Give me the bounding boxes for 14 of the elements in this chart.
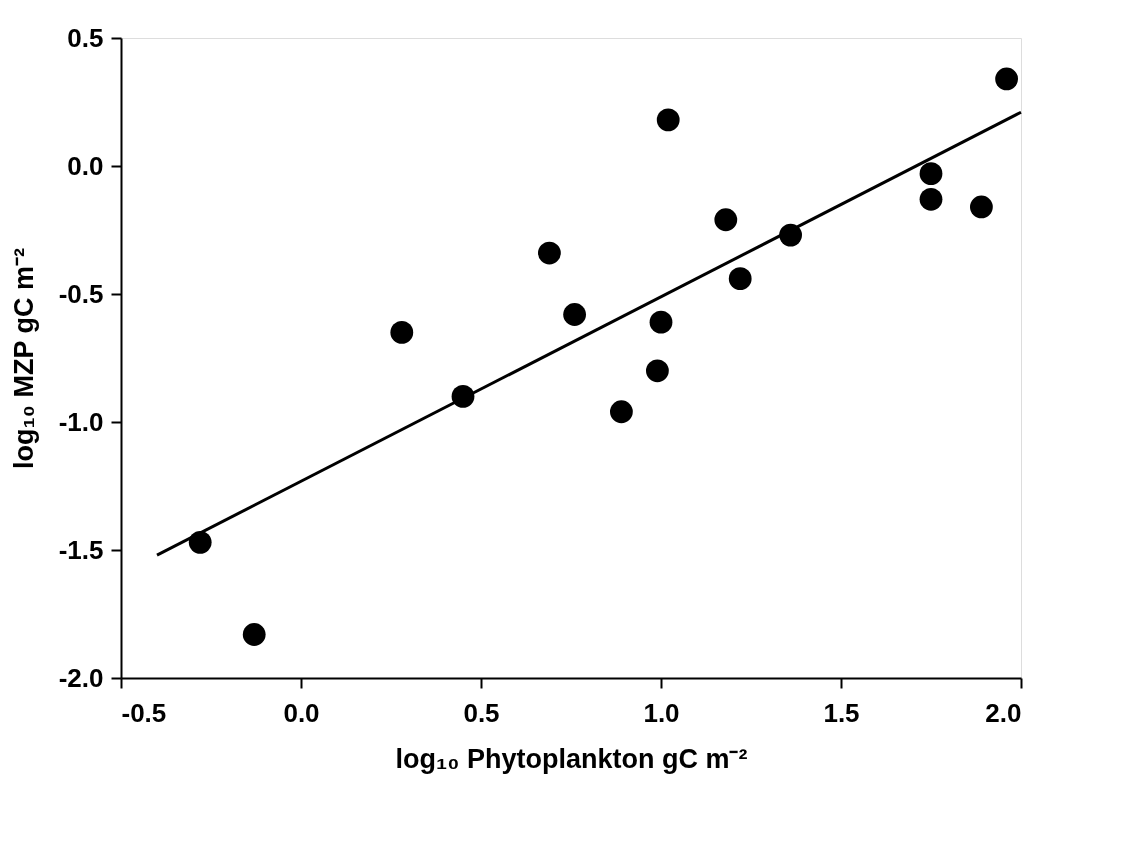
- x-tick-label: 1.0: [643, 697, 680, 728]
- y-tick-label: -0.5: [58, 278, 104, 309]
- x-tick-label: 2.0: [985, 697, 1022, 728]
- y-tick-label: -2.0: [58, 662, 104, 693]
- y-tick-label: 0.0: [67, 150, 104, 181]
- y-tick-label: -1.0: [58, 406, 104, 437]
- y-tick-label: -1.5: [58, 534, 104, 565]
- y-tick-label: 0.5: [67, 22, 104, 53]
- x-axis-title: log₁₀ Phytoplankton gC m⁻²: [395, 743, 748, 774]
- y-axis-title: log₁₀ MZP gC m⁻²: [8, 248, 39, 469]
- x-tick-label: 0.0: [283, 697, 320, 728]
- x-tick-label: 0.5: [463, 697, 500, 728]
- x-tick-label: 1.5: [823, 697, 860, 728]
- x-tick-label: -0.5: [121, 697, 167, 728]
